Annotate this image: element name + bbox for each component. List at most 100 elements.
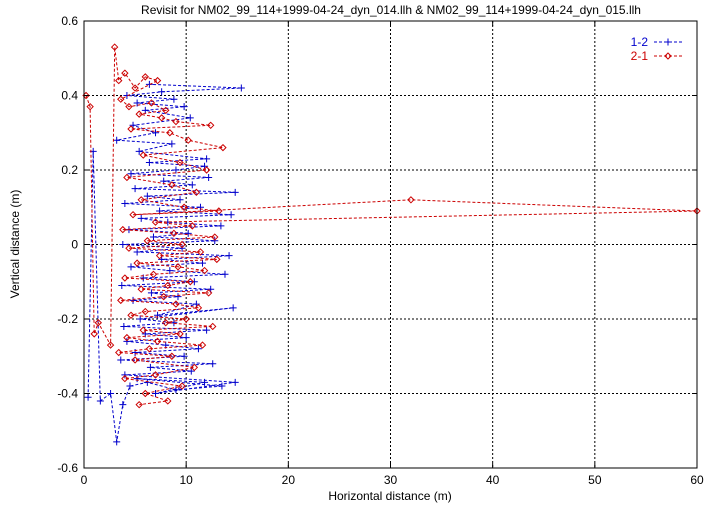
y-tick-label: -0.6 <box>57 461 78 475</box>
x-tick-label: 40 <box>486 473 500 487</box>
data-point <box>152 129 160 137</box>
data-point <box>176 330 184 338</box>
data-point <box>117 296 125 305</box>
data-point <box>151 218 160 226</box>
data-point <box>205 173 213 181</box>
data-point <box>162 319 170 327</box>
data-point <box>176 196 184 204</box>
data-point <box>141 389 150 398</box>
data-point <box>127 170 135 178</box>
data-point <box>206 121 215 130</box>
data-point <box>170 95 178 103</box>
data-point <box>143 192 151 200</box>
data-point <box>204 289 213 297</box>
data-point <box>174 293 182 301</box>
data-point <box>184 136 192 144</box>
data-point <box>147 99 156 107</box>
data-point <box>172 117 180 126</box>
data-point <box>113 438 121 446</box>
data-point <box>94 319 103 327</box>
x-tick-label: 60 <box>690 473 704 487</box>
data-point <box>211 237 219 245</box>
data-point <box>121 200 129 208</box>
data-point <box>211 233 219 241</box>
data-point <box>146 363 154 371</box>
data-point <box>166 267 174 275</box>
data-point <box>182 334 190 342</box>
data-point <box>190 278 198 286</box>
data-point <box>162 106 170 115</box>
x-tick-label: 30 <box>384 473 398 487</box>
data-point <box>129 210 137 219</box>
data-point <box>110 43 119 51</box>
series-line <box>85 47 698 406</box>
data-point <box>125 244 133 252</box>
data-point <box>121 374 129 383</box>
x-tick-label: 10 <box>179 473 193 487</box>
data-point <box>120 322 128 330</box>
data-point <box>157 114 166 122</box>
data-point <box>119 241 127 248</box>
data-point <box>151 371 160 379</box>
series-line <box>87 83 242 442</box>
data-point <box>145 345 154 353</box>
data-point <box>225 252 233 260</box>
data-point <box>126 382 134 390</box>
data-point <box>141 73 150 81</box>
data-point <box>184 229 192 237</box>
data-point <box>170 229 178 238</box>
data-point <box>180 103 188 111</box>
legend: 1-22-1 <box>631 35 682 63</box>
data-point <box>90 330 98 338</box>
legend-label: 1-2 <box>631 35 649 49</box>
data-point <box>178 244 186 252</box>
data-point <box>158 88 166 96</box>
data-point <box>145 80 153 88</box>
data-point <box>164 281 172 290</box>
data-point <box>219 143 227 152</box>
data-point <box>123 333 131 342</box>
y-tick-label: 0.2 <box>61 163 78 177</box>
data-point <box>215 207 223 215</box>
series-2-1 <box>82 43 701 409</box>
data-point <box>129 296 137 304</box>
data-point <box>137 285 145 293</box>
data-point <box>139 326 147 334</box>
series-layer <box>82 43 701 446</box>
x-tick-label: 50 <box>588 473 602 487</box>
legend-marker <box>664 52 672 60</box>
data-point <box>237 84 245 92</box>
data-point <box>178 240 186 249</box>
data-point <box>190 363 199 372</box>
data-point <box>121 69 129 77</box>
data-point <box>121 371 129 379</box>
data-point <box>229 304 237 312</box>
data-point <box>168 181 176 189</box>
data-point <box>131 84 139 92</box>
data-point <box>166 129 174 137</box>
data-point <box>159 292 168 301</box>
data-point <box>209 322 217 331</box>
x-tick-label: 20 <box>282 473 296 487</box>
data-point <box>117 356 125 364</box>
data-point <box>153 76 162 85</box>
data-point <box>135 110 143 118</box>
data-point <box>155 251 164 260</box>
data-point <box>153 337 162 346</box>
data-point <box>178 382 186 390</box>
data-point <box>194 345 202 353</box>
data-point <box>131 356 139 364</box>
data-point <box>213 255 221 264</box>
data-point <box>135 400 143 409</box>
data-point <box>196 248 205 256</box>
legend-marker <box>664 38 672 46</box>
data-point <box>221 270 229 278</box>
data-point <box>136 315 144 323</box>
data-point <box>203 326 211 334</box>
data-point <box>121 274 129 282</box>
data-point <box>84 393 92 401</box>
data-point <box>186 278 194 286</box>
series-1-2 <box>84 80 245 446</box>
data-point <box>201 378 209 386</box>
data-point <box>168 140 176 148</box>
